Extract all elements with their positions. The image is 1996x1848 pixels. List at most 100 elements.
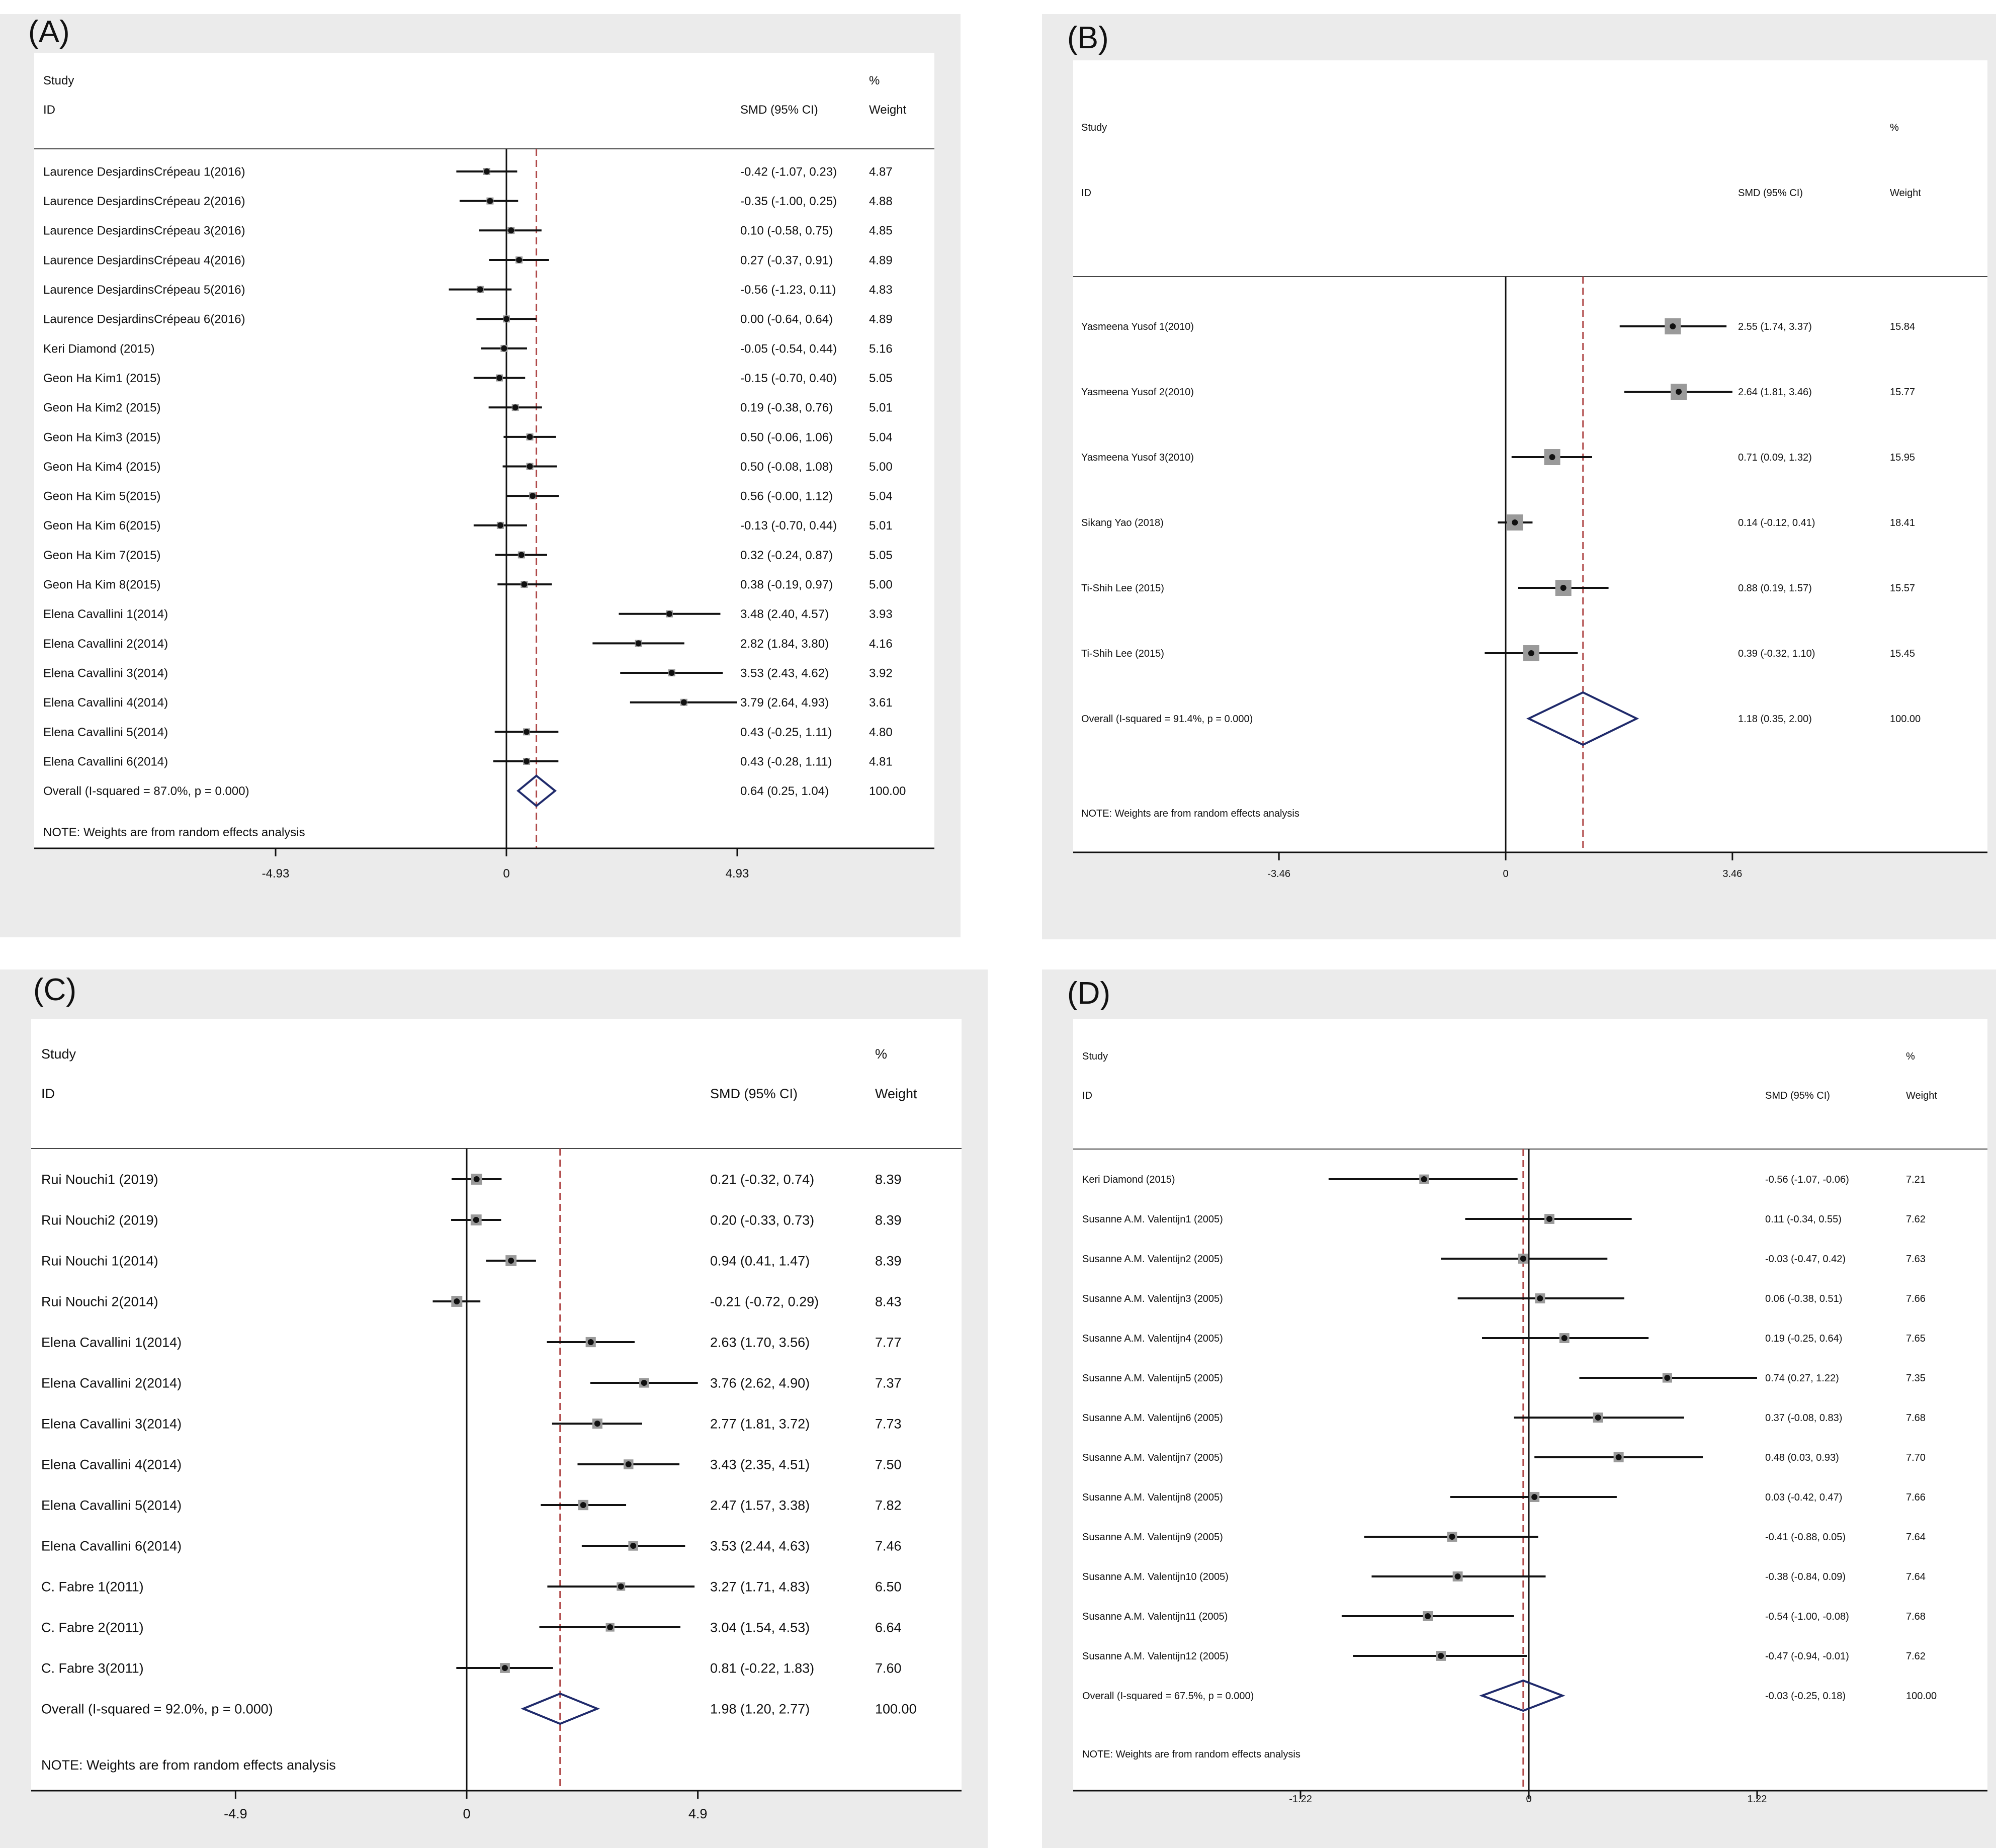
effect-size-text: 0.50 (-0.08, 1.08) [740,460,833,474]
study-row: Elena Cavallini 6(2014) 0.43 (-0.28, 1.11… [43,755,893,768]
study-label: Laurence DesjardinsCrépeau 2(2016) [43,195,245,208]
weight-text: 15.77 [1890,387,1915,398]
random-effects-note: NOTE: Weights are from random effects an… [43,826,305,839]
random-effects-note: NOTE: Weights are from random effects an… [41,1757,336,1773]
point-estimate [473,1176,480,1182]
effect-size-text: 0.10 (-0.58, 0.75) [740,224,833,238]
weight-text: 4.85 [869,224,893,238]
study-row: Susanne A.M. Valentijn2 (2005) -0.03 (-0.… [1082,1254,1926,1265]
study-row: Geon Ha Kim4 (2015) 0.50 (-0.08, 1.08) 5.0… [43,460,893,474]
study-row: Geon Ha Kim 6(2015) -0.13 (-0.70, 0.44) 5.… [43,519,893,533]
study-row: C. Fabre 3(2011) 0.81 (-0.22, 1.83) 7.60 [41,1660,902,1676]
panel-c-letter: (C) [33,973,77,1007]
study-row: Laurence DesjardinsCrépeau 4(2016) 0.27 (… [43,253,893,267]
point-estimate [1549,454,1555,460]
effect-size-text: 0.74 (0.27, 1.22) [1765,1373,1839,1384]
point-estimate [454,1298,460,1304]
effect-size-text: 3.43 (2.35, 4.51) [710,1457,810,1472]
study-label: Keri Diamond (2015) [1082,1174,1175,1185]
point-estimate [487,198,493,204]
overall-row: Overall (I-squared = 92.0%, p = 0.000) 1.… [41,1692,917,1725]
point-estimate [501,345,507,351]
study-label: Laurence DesjardinsCrépeau 4(2016) [43,253,245,267]
effect-size-text: 3.79 (2.64, 4.93) [740,696,829,710]
effect-size-text: 0.11 (-0.34, 0.55) [1765,1214,1842,1225]
weight-text: 15.57 [1890,583,1915,594]
point-estimate [594,1421,600,1427]
x-tick-label: -4.9 [224,1806,247,1821]
weight-text: 7.82 [875,1498,902,1513]
weight-text: 7.64 [1906,1571,1926,1582]
point-estimate [1512,519,1518,525]
plot-area-d [1073,1019,1987,1791]
study-row: Elena Cavallini 2(2014) 2.82 (1.84, 3.80)… [43,637,893,651]
effect-size-text: 0.00 (-0.64, 0.64) [740,313,833,326]
study-label: Geon Ha Kim 7(2015) [43,549,160,562]
study-label: Ti-Shih Lee (2015) [1081,583,1164,594]
point-estimate [625,1461,632,1467]
study-row: Elena Cavallini 2(2014) 3.76 (2.62, 4.90)… [41,1375,902,1390]
header-weight: Weight [869,103,907,117]
weight-text: 3.61 [869,696,893,710]
point-estimate [1520,1256,1526,1262]
weight-text: 15.84 [1890,321,1915,332]
study-row: Ti-Shih Lee (2015) 0.88 (0.19, 1.57) 15.57 [1081,580,1915,596]
weight-text: 5.00 [869,460,893,474]
header-percent: % [875,1046,887,1062]
overall-effect-text: -0.03 (-0.25, 0.18) [1765,1691,1846,1702]
overall-label: Overall (I-squared = 91.4%, p = 0.000) [1081,714,1253,725]
point-estimate [1528,650,1534,656]
study-label: Susanne A.M. Valentijn8 (2005) [1082,1492,1223,1503]
study-label: Geon Ha Kim2 (2015) [43,401,160,415]
study-row: Susanne A.M. Valentijn1 (2005) 0.11 (-0.3… [1082,1214,1926,1225]
weight-text: 4.89 [869,313,893,326]
header-study: Study [41,1046,76,1062]
study-label: Elena Cavallini 3(2014) [43,666,168,680]
study-label: Laurence DesjardinsCrépeau 3(2016) [43,224,245,238]
effect-size-text: -0.56 (-1.07, -0.06) [1765,1174,1849,1185]
weight-text: 7.64 [1906,1532,1926,1543]
study-row: Geon Ha Kim 7(2015) 0.32 (-0.24, 0.87) 5.0… [43,549,893,562]
x-tick-label: 0 [503,867,509,881]
effect-size-text: -0.03 (-0.47, 0.42) [1765,1254,1846,1265]
study-row: Yasmeena Yusof 2(2010) 2.64 (1.81, 3.46) 1… [1081,384,1915,400]
weight-text: 8.39 [875,1212,902,1227]
weight-text: 5.01 [869,401,893,415]
study-label: Rui Nouchi1 (2019) [41,1172,158,1187]
point-estimate [641,1380,647,1386]
effect-size-text: 3.04 (1.54, 4.53) [710,1620,810,1635]
weight-text: 5.05 [869,549,893,562]
header-weight: Weight [1906,1090,1937,1101]
effect-size-text: 2.64 (1.81, 3.46) [1738,387,1812,398]
point-estimate [1595,1415,1601,1421]
weight-text: 3.93 [869,607,893,621]
point-estimate [1560,585,1567,591]
effect-size-text: 0.37 (-0.08, 0.83) [1765,1413,1842,1424]
study-row: Susanne A.M. Valentijn10 (2005) -0.38 (-0… [1082,1571,1926,1582]
study-label: Rui Nouchi2 (2019) [41,1212,158,1227]
weight-text: 4.81 [869,755,893,768]
header-smd: SMD (95% CI) [1738,188,1803,199]
study-row: Laurence DesjardinsCrépeau 3(2016) 0.10 (… [43,224,893,238]
point-estimate [607,1624,614,1630]
study-label: Yasmeena Yusof 2(2010) [1081,387,1194,398]
study-row: Geon Ha Kim1 (2015) -0.15 (-0.70, 0.40) 5.… [43,372,893,385]
effect-size-text: -0.56 (-1.23, 0.11) [740,283,836,297]
weight-text: 7.68 [1906,1611,1926,1622]
effect-size-text: 0.38 (-0.19, 0.97) [740,578,833,592]
study-label: Susanne A.M. Valentijn10 (2005) [1082,1571,1229,1582]
weight-text: 6.50 [875,1579,902,1594]
header-id: ID [41,1086,55,1101]
study-row: Susanne A.M. Valentijn7 (2005) 0.48 (0.03… [1082,1452,1926,1463]
header-percent: % [869,74,880,87]
effect-size-text: 0.81 (-0.22, 1.83) [710,1660,814,1676]
study-label: Elena Cavallini 6(2014) [41,1538,182,1553]
study-row: Susanne A.M. Valentijn4 (2005) 0.19 (-0.2… [1082,1333,1926,1344]
random-effects-note: NOTE: Weights are from random effects an… [1081,808,1299,819]
header-id: ID [1082,1090,1092,1101]
weight-text: 5.04 [869,430,893,444]
header-smd: SMD (95% CI) [710,1086,798,1101]
effect-size-text: 0.19 (-0.38, 0.76) [740,401,833,415]
weight-text: 8.43 [875,1294,902,1309]
